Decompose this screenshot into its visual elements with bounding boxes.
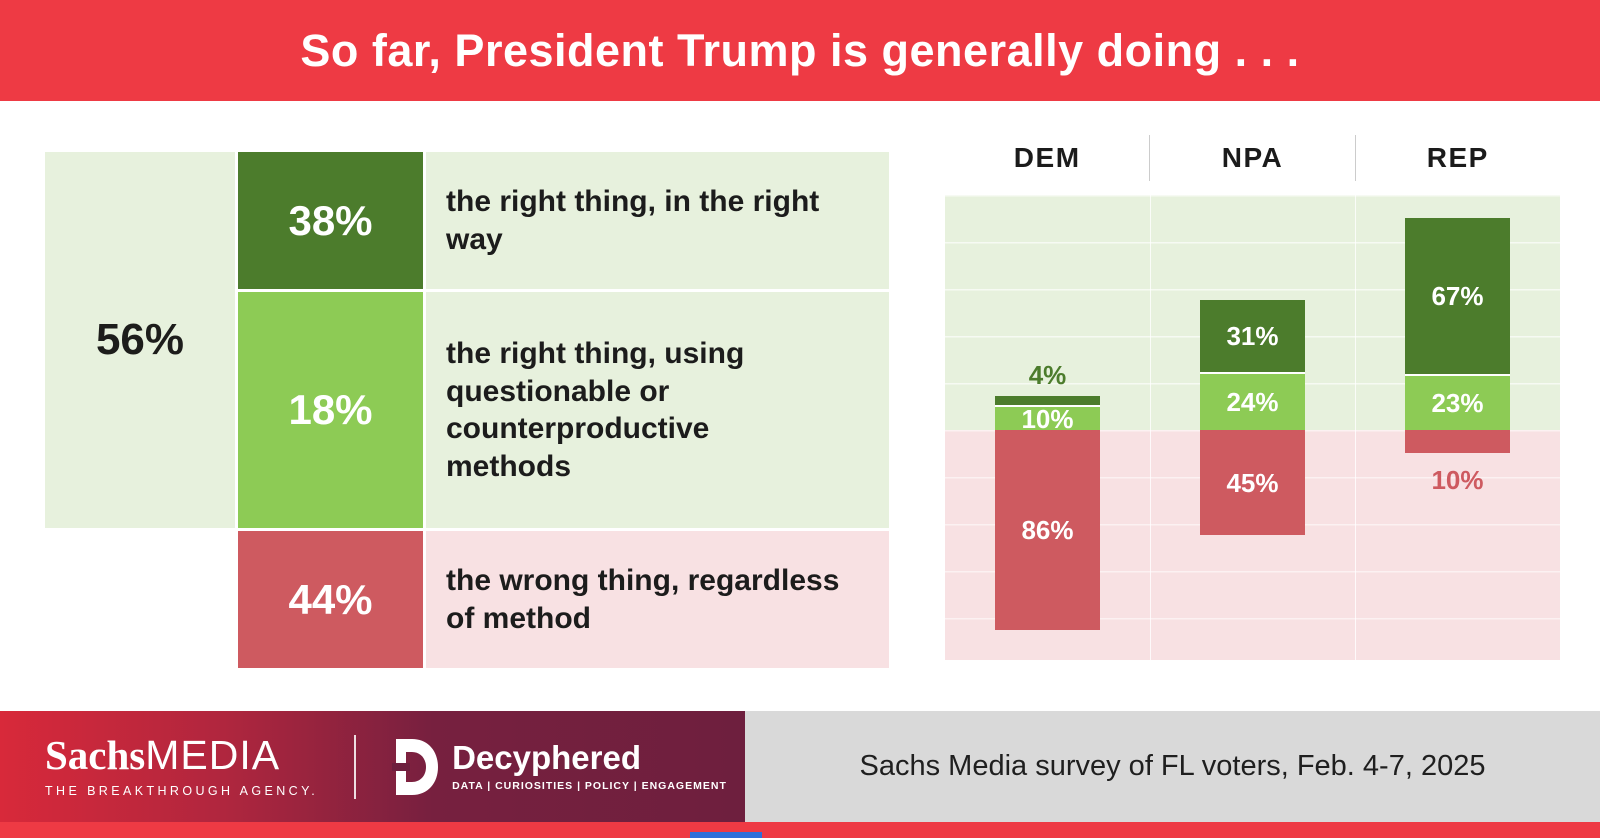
overall-total-label: 56% (95, 315, 185, 364)
bar-segment: 23% (1405, 374, 1510, 430)
bar-segment: 31% (1200, 300, 1305, 372)
summary-desc-row: the right thing, using questionable or c… (426, 292, 889, 528)
party-column-header: REP (1426, 142, 1489, 173)
column-gridline (1149, 195, 1151, 660)
bar-segment: 67% (1405, 218, 1510, 374)
footer: SachsMEDIA THE BREAKTHROUGH AGENCY. Decy… (0, 711, 1600, 822)
sachs-tagline: THE BREAKTHROUGH AGENCY. (45, 784, 319, 798)
sachs-logo-serif: Sachs (45, 732, 146, 778)
party-column-header: NPA (1221, 142, 1284, 173)
main-content: 56% 38% the right thing, in the right wa… (0, 101, 1600, 711)
footer-brand-area: SachsMEDIA THE BREAKTHROUGH AGENCY. Decy… (0, 711, 745, 822)
positive-stack: 10% (994, 396, 1100, 434)
decyphered-logo: Decyphered DATA | CURIOSITIES | POLICY |… (392, 738, 727, 795)
page-title: So far, President Trump is generally doi… (300, 24, 1300, 76)
source-note-area: Sachs Media survey of FL voters, Feb. 4-… (745, 711, 1600, 822)
decyphered-d-icon (392, 738, 439, 795)
summary-pct-label: 38% (288, 196, 373, 244)
positive-stack: 67% 23% (1405, 218, 1510, 430)
summary-pct-block: 38% (238, 152, 423, 289)
footer-divider (354, 734, 357, 799)
party-chart: DEM NPA REP 10% 4% 86% 31% 24% 45% 67% 23% 10% (945, 129, 1560, 660)
sachs-logo-wordmark: SachsMEDIA (45, 735, 318, 776)
bar-value-label: 10% (1021, 403, 1074, 434)
bar-value-label: 45% (1226, 467, 1279, 498)
sachs-logo-sans: MEDIA (145, 732, 281, 778)
bar-segment: 45% (1200, 430, 1305, 535)
summary-desc-text: the wrong thing, regardless of method (446, 564, 840, 635)
summary-pct-block: 18% (238, 292, 423, 528)
summary-desc-text: the right thing, using questionable or c… (446, 337, 745, 483)
bar-segment: 24% (1200, 372, 1305, 430)
negative-stack (1405, 430, 1510, 453)
decyphered-tagline: DATA | CURIOSITIES | POLICY | ENGAGEMENT (452, 780, 727, 792)
sachs-media-logo: SachsMEDIA THE BREAKTHROUGH AGENCY. (45, 735, 319, 799)
summary-desc-row: the wrong thing, regardless of method (426, 531, 889, 668)
bar-column: 10% 4% 86% (994, 195, 1100, 660)
source-note: Sachs Media survey of FL voters, Feb. 4-… (859, 750, 1486, 782)
party-column-header: DEM (1013, 142, 1081, 173)
summary-pct-label: 18% (288, 386, 373, 433)
summary-desc-row: the right thing, in the right way (426, 152, 889, 289)
column-gridline (1354, 195, 1356, 660)
bar-value-label: 86% (1021, 515, 1074, 545)
bar-value-label: 24% (1226, 387, 1279, 417)
positive-stack: 31% 24% (1200, 300, 1305, 430)
header-divider (1149, 135, 1151, 181)
summary-pct-label: 44% (288, 575, 373, 623)
overall-total-block: 56% (45, 152, 235, 528)
header-divider (1354, 135, 1356, 181)
decyphered-logo-text: Decyphered (452, 739, 641, 776)
negative-stack: 45% (1200, 430, 1305, 535)
bar-value-label: 31% (1226, 321, 1279, 351)
bar-segment: 10% (994, 403, 1100, 434)
negative-stack: 86% (994, 430, 1100, 630)
summary-pct-block: 44% (238, 531, 423, 668)
summary-desc-text: the right thing, in the right way (446, 185, 820, 256)
bar-value-label: 23% (1431, 388, 1484, 418)
title-banner: So far, President Trump is generally doi… (0, 0, 1600, 101)
bar-value-label: 4% (1028, 360, 1067, 390)
overall-breakdown: 56% 38% the right thing, in the right wa… (45, 152, 889, 668)
blue-sliver (690, 832, 762, 838)
decyphered-text-block: Decyphered DATA | CURIOSITIES | POLICY |… (452, 741, 727, 792)
bar-segment (994, 396, 1100, 405)
bottom-red-strip (0, 822, 1600, 838)
bar-value-label: 67% (1431, 281, 1484, 311)
party-chart-headers: DEM NPA REP (945, 129, 1560, 187)
bar-column: 67% 23% 10% (1405, 195, 1510, 660)
bar-column: 31% 24% 45% (1200, 195, 1305, 660)
party-chart-plot: 10% 4% 86% 31% 24% 45% 67% 23% 10% (945, 195, 1560, 660)
bar-value-label: 10% (1431, 465, 1484, 495)
bar-segment (1405, 430, 1510, 453)
bar-segment: 86% (994, 430, 1100, 630)
